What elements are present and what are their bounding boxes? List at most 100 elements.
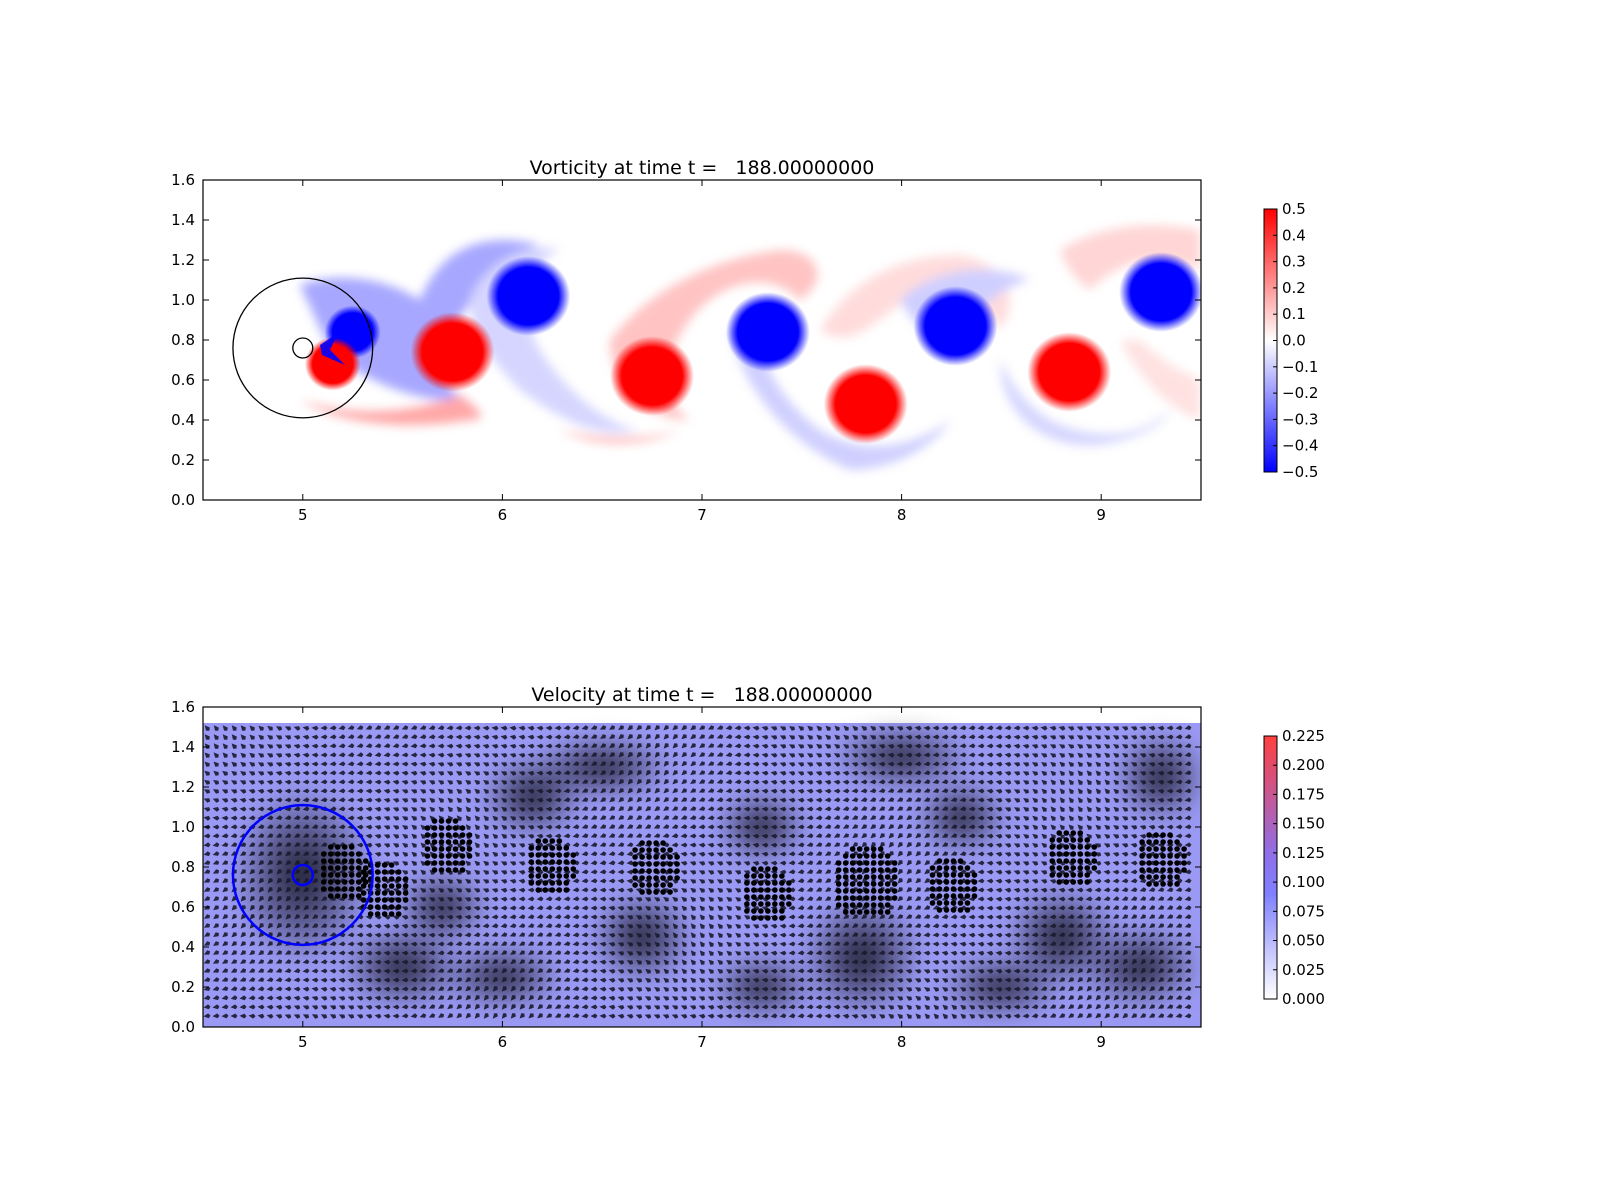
particle-dot — [1056, 872, 1063, 878]
particle-dot — [334, 844, 341, 850]
particle-dot — [381, 876, 388, 882]
particle-dot — [877, 874, 884, 880]
particle-dot — [445, 832, 452, 838]
particle-dot — [438, 867, 445, 873]
particle-dot — [870, 853, 877, 859]
particle-dot — [1153, 867, 1159, 873]
particle-dot — [674, 875, 680, 881]
velocity-colorbar-label: 0.225 — [1282, 727, 1325, 745]
particle-dot — [877, 902, 884, 908]
particle-dot — [1174, 853, 1180, 859]
particle-dot — [374, 876, 381, 882]
particle-dot — [459, 846, 466, 852]
particle-dot — [374, 897, 381, 903]
particle-dot — [1160, 839, 1166, 845]
particle-dot — [765, 894, 771, 900]
particle-dot — [1091, 844, 1098, 850]
particle-dot — [744, 901, 750, 907]
particle-dot — [751, 901, 757, 907]
particle-dot — [1070, 844, 1077, 850]
particle-dot — [1063, 872, 1070, 878]
particle-dot — [1160, 881, 1166, 887]
particle-dot — [849, 888, 856, 894]
particle-dot — [549, 880, 556, 886]
particle-dot — [660, 889, 666, 895]
particle-dot — [779, 887, 785, 893]
particle-dot — [327, 844, 334, 850]
particle-dot — [452, 853, 459, 859]
particle-dot — [1084, 851, 1091, 857]
particle-dot — [1160, 853, 1166, 859]
particle-dot — [950, 872, 957, 878]
particle-dot — [341, 893, 348, 899]
particle-dot — [779, 915, 785, 921]
particle-dot — [1063, 837, 1070, 843]
particle-dot — [884, 902, 891, 908]
particle-dot — [535, 866, 542, 872]
particle-dot — [964, 907, 971, 913]
particle-dot — [334, 886, 341, 892]
particle-dot — [431, 818, 438, 824]
particle-dot — [431, 832, 438, 838]
vorticity-colorbar-label: 0.4 — [1282, 226, 1306, 244]
particle-dot — [459, 832, 466, 838]
particle-dot — [653, 889, 659, 895]
particle-dot — [320, 886, 327, 892]
particle-dot — [632, 875, 638, 881]
particle-dot — [452, 832, 459, 838]
particle-dot — [772, 887, 778, 893]
particle-dot — [639, 847, 645, 853]
particle-dot — [1174, 839, 1180, 845]
particle-dot — [355, 893, 362, 899]
particle-dot — [842, 867, 849, 873]
particle-dot — [1146, 839, 1152, 845]
particle-dot — [786, 880, 792, 886]
particle-dot — [348, 872, 355, 878]
particle-dot — [891, 895, 898, 901]
particle-dot — [535, 838, 542, 844]
particle-dot — [549, 887, 556, 893]
particle-dot — [1056, 879, 1063, 885]
particle-dot — [431, 860, 438, 866]
particle-dot — [667, 875, 673, 881]
particle-dot — [936, 886, 943, 892]
particle-dot — [772, 894, 778, 900]
particle-dot — [870, 902, 877, 908]
velocity-ytick-label: 0.6 — [171, 898, 195, 916]
particle-dot — [751, 880, 757, 886]
particle-dot — [381, 862, 388, 868]
particle-dot — [424, 839, 431, 845]
particle-dot — [438, 860, 445, 866]
velocity-colorbar — [1263, 735, 1278, 1000]
particle-dot — [1063, 879, 1070, 885]
particle-dot — [438, 832, 445, 838]
particle-dot — [758, 880, 764, 886]
velocity-colorbar-label: 0.025 — [1282, 961, 1325, 979]
particle-dot — [660, 868, 666, 874]
particle-dot — [395, 876, 402, 882]
particle-dot — [964, 893, 971, 899]
particle-dot — [374, 883, 381, 889]
particle-dot — [835, 881, 842, 887]
particle-dot — [570, 859, 577, 865]
particle-dot — [653, 875, 659, 881]
particle-dot — [835, 867, 842, 873]
particle-dot — [542, 845, 549, 851]
particle-dot — [355, 865, 362, 871]
particle-dot — [1181, 867, 1187, 873]
particle-dot — [936, 872, 943, 878]
vorticity-body-circle — [292, 337, 314, 359]
particle-dot — [388, 883, 395, 889]
particle-dot — [863, 867, 870, 873]
particle-dot — [856, 888, 863, 894]
particle-dot — [1181, 860, 1187, 866]
particle-dot — [863, 860, 870, 866]
particle-dot — [1167, 832, 1173, 838]
particle-dot — [542, 866, 549, 872]
particle-cluster — [528, 838, 577, 893]
particle-dot — [1077, 837, 1084, 843]
particle-dot — [639, 889, 645, 895]
particle-dot — [870, 867, 877, 873]
particle-dot — [348, 865, 355, 871]
particle-dot — [402, 883, 409, 889]
